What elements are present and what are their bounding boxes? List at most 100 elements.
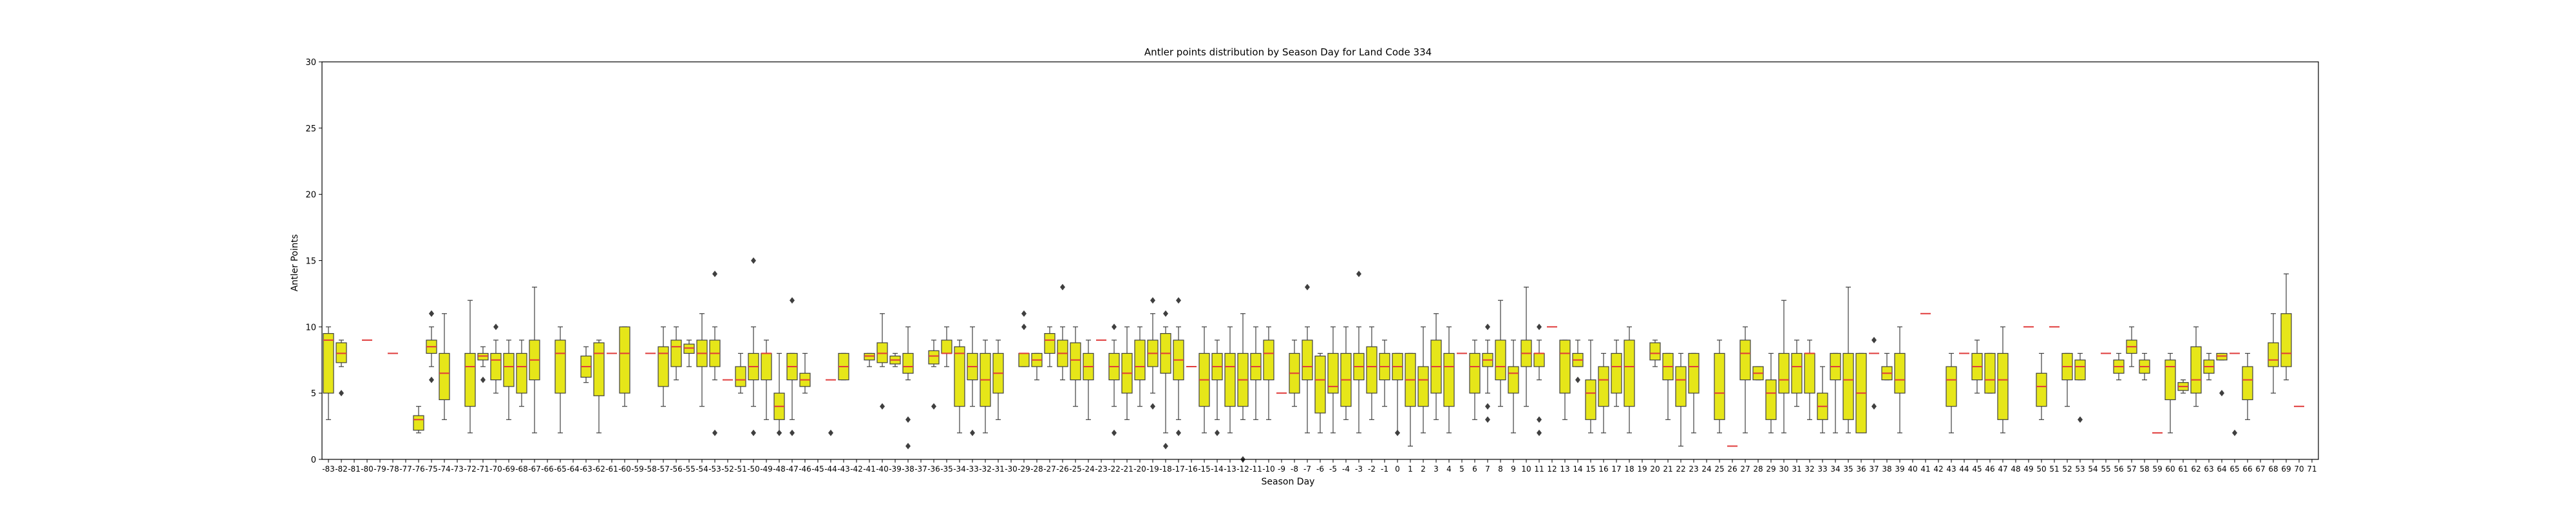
x-tick-label: -15 <box>1198 465 1211 474</box>
x-tick-label: -55 <box>683 465 696 474</box>
box-day--12 <box>1237 313 1249 463</box>
box-day-17 <box>1611 340 1622 407</box>
box-day-15 <box>1585 340 1596 434</box>
box-group <box>323 257 2304 463</box>
x-tick-label: -1 <box>1381 465 1388 474</box>
x-tick-label: -49 <box>760 465 773 474</box>
iqr-box <box>1134 340 1146 381</box>
box-day-65 <box>2230 352 2240 436</box>
x-tick-label: 46 <box>1985 465 1994 474</box>
iqr-box <box>1263 340 1274 381</box>
box-day-11 <box>1533 323 1545 436</box>
box-day-57 <box>2126 326 2137 367</box>
x-tick-label: -26 <box>1056 465 1069 474</box>
iqr-box <box>1417 366 1429 407</box>
box-day--14 <box>1211 340 1223 436</box>
box-day-21 <box>1662 352 1674 420</box>
x-tick-label: 47 <box>1998 465 2007 474</box>
x-tick-label: -76 <box>412 465 425 474</box>
x-tick-label: 17 <box>1611 465 1621 474</box>
box-day--74 <box>439 313 450 420</box>
iqr-box <box>1714 352 1725 420</box>
outlier-point <box>931 403 936 410</box>
x-tick-label: -83 <box>322 465 335 474</box>
outlier-point <box>2078 416 2083 423</box>
iqr-box <box>1469 352 1481 394</box>
x-tick-label: -81 <box>348 465 361 474</box>
x-tick-label: 54 <box>2088 465 2098 474</box>
y-tick-label: 10 <box>305 323 316 332</box>
x-tick-label: 38 <box>1882 465 1891 474</box>
iqr-box <box>477 352 489 361</box>
box-day--43 <box>838 352 849 381</box>
x-tick-label: -58 <box>644 465 657 474</box>
outlier-point <box>1060 283 1065 291</box>
iqr-box <box>1842 352 1854 420</box>
x-tick-label: -5 <box>1329 465 1337 474</box>
box-day--13 <box>1224 326 1236 434</box>
x-tick-label: -28 <box>1030 465 1043 474</box>
box-day-9 <box>1508 340 1519 434</box>
x-tick-label: 57 <box>2126 465 2136 474</box>
outlier-point <box>2232 429 2237 436</box>
x-tick-label: 23 <box>1689 465 1698 474</box>
iqr-box <box>1649 342 1661 361</box>
x-tick-label: 69 <box>2281 465 2291 474</box>
x-tick-label: -56 <box>670 465 683 474</box>
x-tick-label: -42 <box>850 465 863 474</box>
outlier-point <box>1163 310 1168 317</box>
outlier-point <box>790 429 795 436</box>
iqr-box <box>516 352 527 394</box>
outlier-point <box>429 310 434 317</box>
x-tick-label: 8 <box>1498 465 1503 474</box>
outlier-point <box>1537 416 1542 423</box>
box-day--63 <box>580 346 592 383</box>
outlier-point <box>429 376 434 383</box>
iqr-box <box>1778 352 1790 394</box>
x-tick-label: 32 <box>1804 465 1814 474</box>
y-tick-label: 0 <box>311 456 316 465</box>
outlier-point <box>493 323 498 331</box>
box-day--31 <box>992 340 1004 420</box>
box-day--49 <box>761 340 772 420</box>
iqr-box <box>1224 352 1236 407</box>
box-day--7 <box>1302 283 1313 434</box>
x-tick-label: -44 <box>824 465 837 474</box>
box-day-8 <box>1495 300 1506 407</box>
box-day--62 <box>593 340 605 434</box>
iqr-box <box>1804 352 1815 394</box>
x-tick-label: -62 <box>592 465 605 474</box>
iqr-box <box>1018 352 1030 367</box>
x-tick-label: -57 <box>657 465 670 474</box>
x-tick-label: 12 <box>1547 465 1557 474</box>
box-day-64 <box>2216 352 2228 397</box>
box-day-68 <box>2268 313 2279 394</box>
x-tick-label: -19 <box>1146 465 1159 474</box>
x-tick-label: -80 <box>361 465 374 474</box>
x-tick-label: -14 <box>1211 465 1224 474</box>
outlier-point <box>480 376 486 383</box>
x-tick-label: 9 <box>1511 465 1516 474</box>
outlier-point <box>905 443 911 450</box>
x-tick-label: 53 <box>2075 465 2085 474</box>
iqr-box <box>413 415 424 431</box>
outlier-point <box>905 416 911 423</box>
x-tick-label: 28 <box>1753 465 1763 474</box>
x-tick-label: -11 <box>1249 465 1262 474</box>
x-tick-label: 14 <box>1573 465 1582 474</box>
x-tick-label: -2 <box>1368 465 1376 474</box>
box-day-23 <box>1688 352 1700 434</box>
box-day--8 <box>1289 340 1300 407</box>
iqr-box <box>1044 333 1056 354</box>
box-day-1 <box>1405 352 1416 447</box>
x-tick-label: -46 <box>799 465 811 474</box>
x-tick-label: -9 <box>1278 465 1285 474</box>
iqr-box <box>1314 355 1326 414</box>
x-tick-label: 59 <box>2152 465 2162 474</box>
x-tick-label: -41 <box>863 465 876 474</box>
box-day--10 <box>1263 326 1274 420</box>
x-tick-label: -36 <box>927 465 940 474</box>
box-day-4 <box>1443 326 1455 434</box>
box-day--19 <box>1147 297 1159 410</box>
x-tick-label: 7 <box>1485 465 1490 474</box>
